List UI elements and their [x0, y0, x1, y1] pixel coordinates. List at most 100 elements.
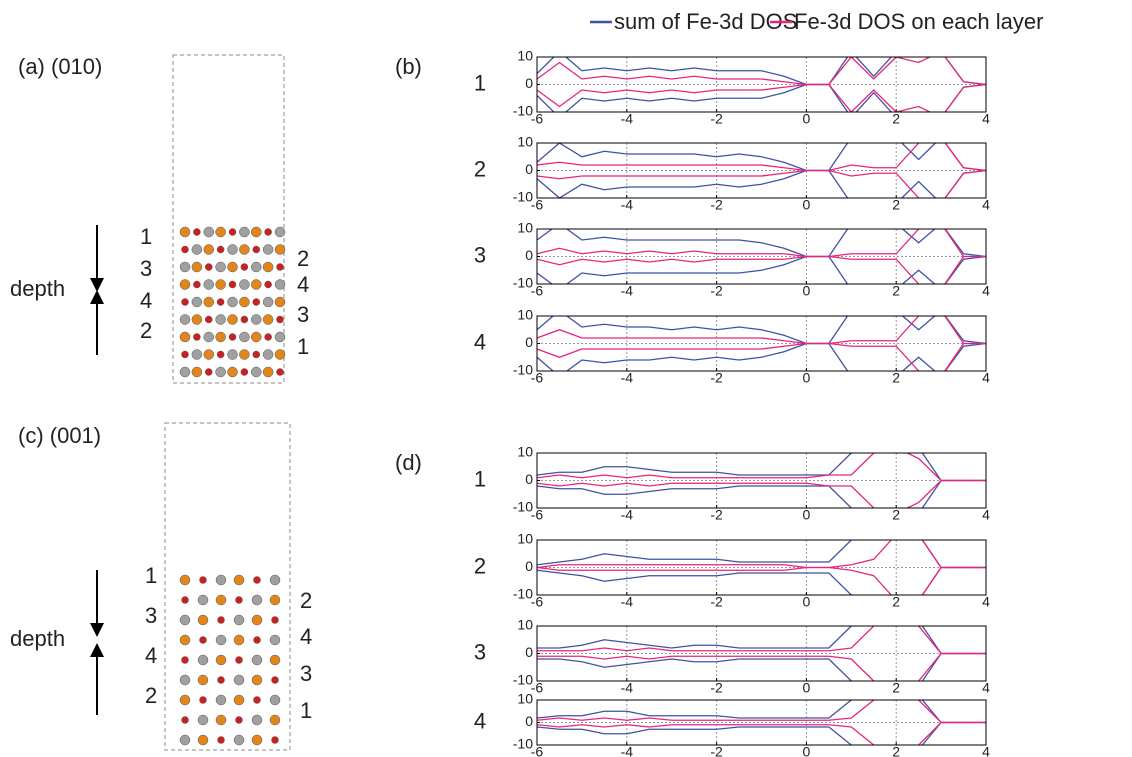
- dos-line: [537, 479, 986, 508]
- atom: [197, 594, 209, 606]
- atom: [239, 349, 250, 360]
- atom: [191, 244, 203, 255]
- dos-line: [537, 700, 986, 724]
- x-tick-label: -6: [531, 507, 544, 523]
- layer-number: 2: [300, 588, 312, 613]
- atom: [253, 696, 261, 704]
- layer-number: 4: [300, 624, 312, 649]
- atom: [251, 314, 262, 325]
- layer-number: 1: [300, 698, 312, 723]
- atom: [276, 368, 284, 376]
- x-tick-label: 2: [892, 594, 900, 610]
- dos-line: [537, 342, 986, 371]
- atom: [227, 261, 238, 273]
- atom: [251, 331, 262, 343]
- x-tick-label: -6: [531, 283, 544, 299]
- atom: [276, 263, 284, 271]
- layer-number: 2: [140, 318, 152, 343]
- x-tick-label: -4: [621, 507, 634, 523]
- atom: [203, 244, 214, 255]
- x-tick-label: -4: [621, 283, 634, 299]
- y-tick-label: -10: [513, 362, 533, 378]
- atom: [269, 714, 281, 726]
- cell-box: [172, 54, 285, 384]
- x-tick-label: 4: [982, 197, 990, 213]
- atom: [262, 314, 274, 325]
- atom: [251, 594, 263, 606]
- y-tick-label: -10: [513, 586, 533, 602]
- y-tick-label: -10: [513, 736, 533, 752]
- atom: [269, 634, 281, 646]
- atom: [251, 734, 263, 746]
- dos-line: [537, 566, 986, 595]
- atom: [271, 736, 279, 744]
- atom: [199, 636, 207, 644]
- x-tick-label: -2: [710, 507, 723, 523]
- dos-line: [537, 229, 986, 258]
- atom: [191, 296, 203, 308]
- atom: [262, 244, 274, 255]
- atom: [233, 614, 245, 626]
- atom: [197, 614, 209, 626]
- atom: [264, 228, 272, 236]
- y-tick-label: 0: [525, 558, 533, 574]
- atom: [217, 736, 225, 744]
- atom: [228, 280, 237, 289]
- dos-line: [537, 540, 986, 569]
- x-tick-label: -6: [531, 111, 544, 127]
- atom: [179, 634, 191, 646]
- y-tick-label: 0: [525, 247, 533, 263]
- layer-number: 2: [145, 683, 157, 708]
- layer-number: 4: [297, 272, 309, 297]
- atom: [240, 368, 249, 376]
- layer-number: 3: [297, 302, 309, 327]
- atom: [276, 315, 284, 324]
- atom: [233, 674, 245, 686]
- atom: [271, 676, 279, 684]
- x-tick-label: 4: [982, 111, 990, 127]
- y-tick-label: 0: [525, 334, 533, 350]
- dos-line: [537, 566, 986, 595]
- dos-line: [537, 652, 986, 681]
- layer-number: 1: [145, 563, 157, 588]
- x-tick-label: 0: [803, 370, 811, 386]
- y-tick-label: 10: [517, 531, 533, 547]
- atom: [239, 296, 250, 308]
- y-tick-label: 10: [517, 134, 533, 150]
- x-tick-label: 0: [803, 744, 811, 757]
- depth-label: depth: [10, 626, 65, 651]
- layer-label: 2: [474, 156, 486, 181]
- atom: [179, 226, 191, 238]
- atom: [181, 596, 189, 604]
- atom: [203, 331, 214, 343]
- y-tick-label: 0: [525, 713, 533, 729]
- panel-label: (b): [395, 54, 422, 79]
- dos-line: [537, 540, 986, 569]
- atom: [252, 298, 260, 306]
- atom: [274, 226, 286, 238]
- atom: [262, 349, 274, 360]
- atom: [235, 596, 243, 604]
- x-tick-label: -6: [531, 594, 544, 610]
- dos-line: [537, 57, 986, 86]
- x-tick-label: 4: [982, 680, 990, 696]
- x-tick-label: 2: [892, 680, 900, 696]
- atom: [179, 574, 191, 586]
- atom: [253, 576, 261, 584]
- atom: [216, 245, 225, 254]
- atom: [191, 261, 203, 273]
- dos-line: [537, 453, 986, 482]
- atom: [203, 296, 214, 308]
- y-tick-label: 10: [517, 48, 533, 64]
- layer-label: 2: [474, 553, 486, 578]
- atom: [181, 350, 189, 359]
- legend-label: sum of Fe-3d DOS: [614, 9, 797, 34]
- atom: [274, 279, 286, 290]
- atom: [215, 331, 226, 343]
- dos-line: [537, 143, 986, 172]
- x-tick-label: 4: [982, 594, 990, 610]
- atom: [179, 694, 191, 706]
- x-tick-label: 2: [892, 197, 900, 213]
